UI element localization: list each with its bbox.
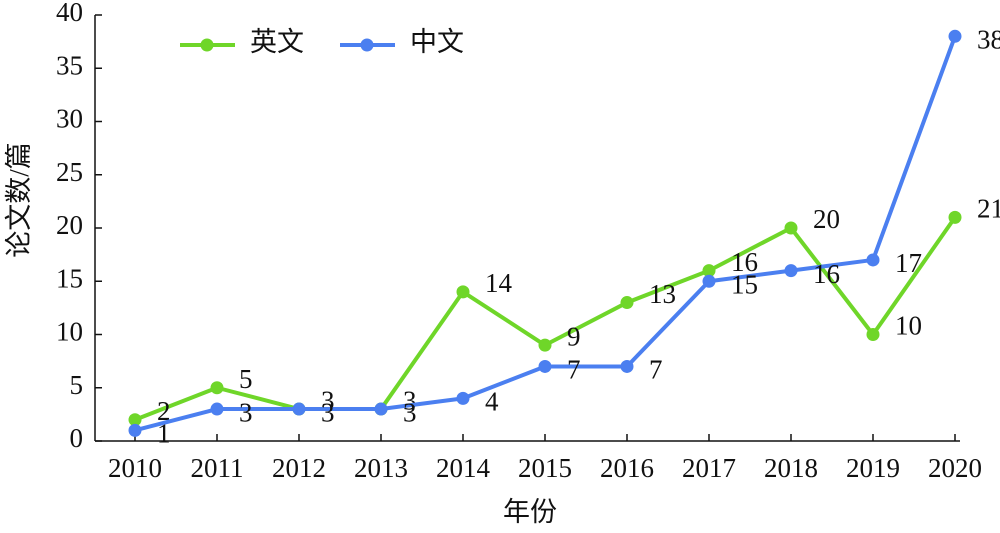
data-label: 2 (157, 396, 171, 426)
data-point (784, 221, 798, 235)
data-point (866, 328, 880, 341)
data-label: 3 (403, 397, 417, 427)
legend-marker (360, 38, 374, 52)
data-point (456, 391, 470, 405)
data-point (210, 402, 224, 416)
x-tick-label: 2010 (108, 453, 162, 483)
data-point (866, 253, 880, 267)
data-label: 16 (813, 259, 840, 289)
x-tick-label: 2014 (436, 453, 491, 483)
data-point (128, 423, 142, 437)
data-point (948, 29, 962, 43)
y-tick-label: 5 (70, 370, 84, 400)
x-tick-label: 2016 (600, 453, 654, 483)
x-tick-label: 2013 (354, 453, 408, 483)
y-tick-label: 40 (56, 0, 83, 27)
data-label: 9 (567, 321, 581, 351)
legend-marker (200, 38, 214, 52)
y-tick-label: 20 (56, 210, 83, 240)
data-point (620, 296, 634, 310)
legend-label: 英文 (250, 27, 304, 57)
data-label: 14 (485, 268, 513, 298)
data-label: 13 (649, 279, 676, 309)
y-tick-label: 15 (56, 263, 83, 293)
x-tick-label: 2017 (682, 453, 736, 483)
data-label: 20 (813, 204, 840, 234)
x-axis-label: 年份 (503, 497, 557, 527)
data-point (292, 402, 306, 416)
data-label: 15 (731, 269, 758, 299)
data-point (538, 359, 552, 373)
data-label: 4 (485, 387, 499, 417)
x-tick-label: 2015 (518, 453, 572, 483)
x-tick-label: 2011 (191, 453, 244, 483)
data-point (948, 210, 962, 224)
data-label: 3 (321, 397, 335, 427)
legend-label: 中文 (410, 27, 464, 57)
x-tick-label: 2012 (272, 453, 326, 483)
x-tick-label: 2020 (928, 453, 982, 483)
data-label: 16 (731, 247, 758, 277)
y-tick-label: 25 (56, 157, 83, 187)
data-label: 21 (977, 194, 1000, 224)
data-label: 1 (157, 419, 171, 449)
data-point (374, 402, 388, 416)
data-label: 5 (239, 364, 253, 394)
y-tick-label: 10 (56, 317, 83, 347)
data-label: 7 (567, 355, 581, 385)
data-label: 17 (895, 248, 922, 278)
data-label: 7 (649, 355, 663, 385)
y-tick-label: 35 (56, 50, 83, 80)
data-point (538, 338, 552, 352)
data-point (128, 413, 142, 427)
y-tick-label: 30 (56, 104, 83, 134)
data-point (702, 264, 716, 278)
data-label: 3 (239, 397, 253, 427)
data-point (456, 285, 470, 299)
data-point (210, 381, 224, 395)
x-tick-label: 2018 (764, 453, 818, 483)
data-label: 38 (977, 25, 1000, 55)
data-point (784, 264, 798, 278)
x-tick-label: 2019 (846, 453, 900, 483)
data-point (620, 359, 634, 373)
y-tick-label: 0 (70, 423, 84, 453)
series-line (134, 216, 957, 422)
y-axis-label: 论文数/篇 (4, 142, 34, 258)
data-label: 10 (895, 311, 922, 341)
data-point (702, 274, 716, 288)
